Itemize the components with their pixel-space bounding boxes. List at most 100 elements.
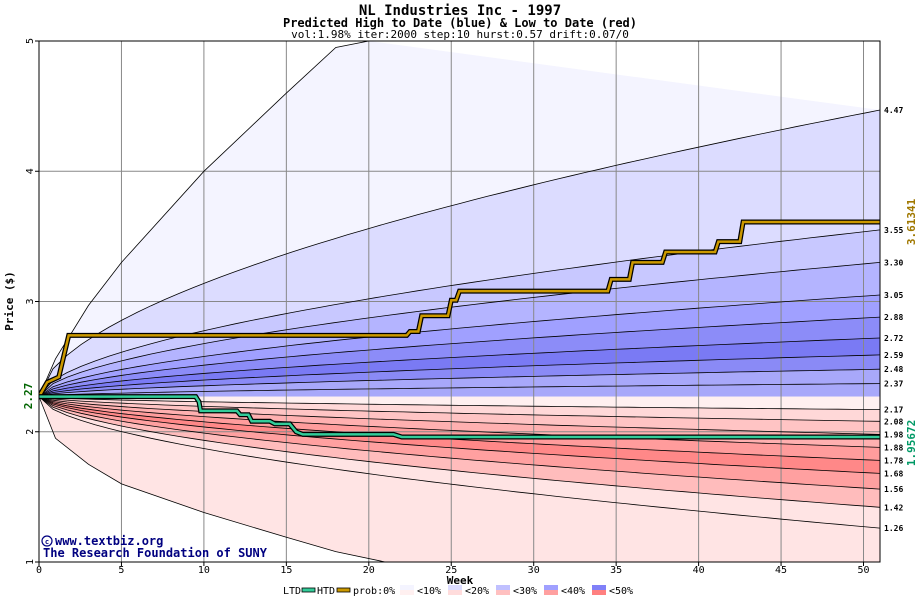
low-band-line [39, 396, 880, 474]
high-band-area [39, 369, 880, 397]
x-tick-label: 40 [693, 565, 705, 576]
high-band-area [39, 110, 880, 397]
ltd-value-label: 1.95672 [905, 420, 918, 466]
legend-bucket-swatch-red [496, 590, 510, 595]
high-band-end-label: 3.30 [884, 258, 903, 267]
legend-bucket-swatch-red [400, 590, 414, 595]
copyright-icon [41, 535, 53, 547]
series-htd-line [39, 220, 880, 398]
y-tick-label: 2 [25, 429, 36, 435]
x-tick-label: 20 [363, 565, 375, 576]
high-band-end-label: 2.37 [884, 380, 903, 389]
low-band-end-label: 1.42 [884, 503, 903, 512]
x-tick-label: 5 [118, 565, 124, 576]
credit-org: The Research Foundation of SUNY [43, 546, 268, 560]
chart-subtitle: Predicted High to Date (blue) & Low to D… [283, 16, 637, 30]
low-band-area [39, 396, 880, 435]
low-band-line [39, 396, 880, 410]
legend-bucket-label: <20% [465, 586, 489, 597]
x-tick-label: 10 [198, 565, 210, 576]
high-band-line [39, 109, 880, 397]
low-band-line [39, 396, 880, 435]
x-tick-label: 15 [280, 565, 292, 576]
high-band-line [39, 383, 880, 397]
low-band-end-label: 1.56 [884, 485, 903, 494]
chart-title: NL Industries Inc - 1997 [359, 3, 561, 19]
chart-params: vol:1.98% iter:2000 step:10 hurst:0.57 d… [291, 28, 629, 41]
low-band-area [39, 396, 880, 410]
x-tick-label: 25 [445, 565, 457, 576]
high-band-end-label: 4.47 [884, 106, 903, 115]
band-lines-layer [39, 41, 880, 562]
low-band-end-label: 1.26 [884, 524, 903, 533]
low-band-end-label: 2.08 [884, 417, 903, 426]
start-price-label: 2.27 [22, 383, 35, 410]
high-band-line [39, 294, 880, 397]
legend-bucket-label: <30% [513, 586, 537, 597]
high-band-end-label: 2.48 [884, 365, 903, 374]
low-band-line [39, 396, 880, 490]
legend-ltd-swatch [301, 587, 316, 593]
high-band-area [39, 354, 880, 397]
y-tick-label: 5 [25, 38, 36, 44]
high-band-line [39, 337, 880, 397]
low-band-line [39, 396, 880, 422]
legend-bucket-swatch-red [448, 590, 462, 595]
high-band-end-label: 2.88 [884, 313, 903, 322]
high-band-line [39, 316, 880, 397]
legend-bucket-label: <10% [417, 586, 441, 597]
series-layer [39, 219, 880, 440]
legend-bucket-swatch-blue [448, 585, 462, 590]
high-band-line [39, 354, 880, 397]
y-axis-label: Price ($) [3, 271, 16, 331]
low-band-end-label: 1.98 [884, 430, 903, 439]
low-band-area [39, 396, 880, 562]
legend-bucket-swatch-red [544, 590, 558, 595]
low-band-area [39, 396, 880, 490]
low-band-area [39, 396, 880, 508]
low-band-area [39, 396, 880, 461]
legend-bucket-swatch-blue [496, 585, 510, 590]
legend-ltd-label: LTD [283, 586, 301, 597]
legend-bucket-swatch-blue [400, 585, 414, 590]
y-tick-label: 3 [25, 298, 36, 304]
x-axis-label: Week [447, 574, 474, 587]
x-tick-label: 45 [775, 565, 787, 576]
legend-prob-label: prob:0% [353, 586, 395, 597]
low-band-end-label: 1.68 [884, 469, 903, 478]
legend-bucket-swatch-red [592, 590, 606, 595]
series-ltd-line [39, 395, 880, 439]
htd-value-label: 3.61341 [905, 198, 918, 245]
y-tick-label: 4 [25, 168, 36, 174]
low-band-end-label: 1.78 [884, 456, 903, 465]
copyright-icon-glyph: c [45, 538, 49, 546]
low-band-line [39, 396, 880, 562]
high-band-line [39, 262, 880, 397]
high-band-line [39, 41, 369, 397]
x-tick-label: 35 [610, 565, 622, 576]
low-band-area [39, 396, 880, 529]
high-band-end-label: 2.72 [884, 334, 903, 343]
low-band-line [39, 396, 880, 448]
low-band-area [39, 396, 880, 474]
low-band-end-label: 1.88 [884, 443, 903, 452]
high-band-area [39, 229, 880, 397]
high-band-area [39, 41, 880, 397]
high-band-area [39, 338, 880, 397]
low-band-end-label: 2.17 [884, 406, 903, 415]
legend-htd-label: HTD [317, 586, 335, 597]
low-band-line [39, 396, 880, 508]
high-band-area [39, 262, 880, 397]
low-band-line [39, 396, 880, 529]
x-tick-label: 30 [528, 565, 540, 576]
legend: LTD HTD prob:0% <10% <20% <30% <40% <50% [283, 585, 633, 597]
high-band-end-label: 3.55 [884, 226, 903, 235]
high-band-area [39, 295, 880, 397]
y-tick-label: 1 [25, 559, 36, 565]
legend-bucket-swatch-blue [592, 585, 606, 590]
high-band-area [39, 383, 880, 397]
x-tick-label: 0 [36, 565, 42, 576]
